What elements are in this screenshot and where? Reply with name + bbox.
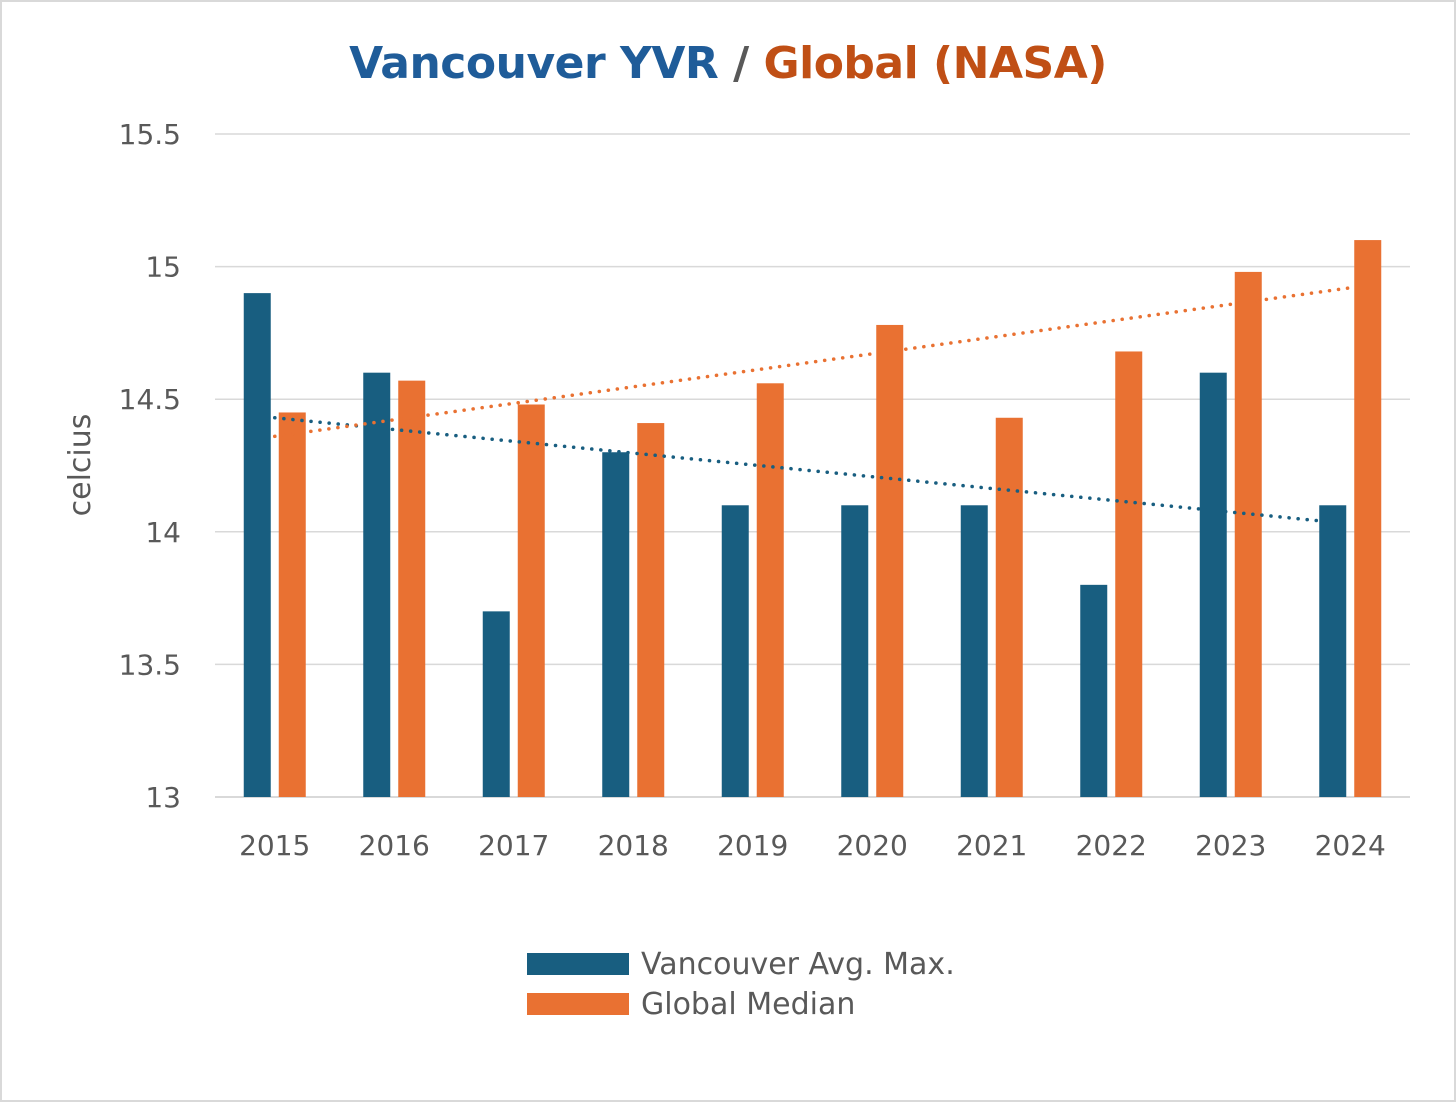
legend-swatch-global (527, 993, 629, 1015)
x-tick-label: 2017 (478, 829, 549, 862)
chart-title-vancouver: Vancouver YVR (349, 38, 719, 89)
x-tick-label: 2021 (956, 829, 1027, 862)
gridlines (215, 133, 1410, 798)
chart-title-global: Global (NASA) (763, 38, 1108, 89)
y-tick-label: 13.5 (119, 648, 181, 681)
axes: 13 13.5 14 14.5 15 15.5 2015 2016 2017 2018 2019 20… (119, 118, 1386, 862)
bar-vancouver-2021 (960, 505, 988, 797)
bar-global-2017 (517, 404, 545, 797)
legend-swatch-vancouver (527, 953, 629, 975)
y-tick-label: 14.5 (119, 383, 181, 416)
x-tick-label: 2023 (1195, 829, 1266, 862)
legend-label-vancouver: Vancouver Avg. Max. (641, 946, 955, 982)
legend-item-vancouver: Vancouver Avg. Max. (527, 944, 955, 984)
bar-global-2018 (637, 423, 665, 797)
y-tick-label: 15.5 (119, 118, 181, 151)
bar-global-2022 (1115, 351, 1143, 797)
bar-vancouver-2017 (482, 611, 510, 797)
bar-vancouver-2015 (243, 293, 271, 797)
legend: Vancouver Avg. Max. Global Median (527, 944, 955, 1024)
bar-vancouver-2018 (602, 452, 630, 797)
legend-label-global: Global Median (641, 986, 856, 1022)
bar-global-2015 (278, 412, 306, 797)
bar-global-2019 (756, 383, 784, 797)
chart-title: Vancouver YVR / Global (NASA) (0, 38, 1456, 89)
x-tick-label: 2020 (837, 829, 908, 862)
x-tick-label: 2016 (359, 829, 430, 862)
trendline-global (273, 286, 1352, 439)
x-tick-label: 2022 (1076, 829, 1147, 862)
bar-global-2023 (1234, 271, 1262, 797)
y-axis-label: celcius (63, 414, 98, 517)
y-tick-label: 15 (145, 251, 181, 284)
y-tick-label: 14 (145, 516, 181, 549)
x-tick-label: 2018 (598, 829, 669, 862)
bar-global-2020 (876, 324, 904, 797)
bar-vancouver-2019 (721, 505, 749, 797)
x-tick-label: 2019 (717, 829, 788, 862)
bar-global-2021 (995, 417, 1023, 797)
bar-vancouver-2023 (1199, 372, 1227, 797)
bar-vancouver-2024 (1319, 505, 1347, 797)
trendline-vancouver (273, 416, 1352, 526)
chart-title-separator: / (718, 38, 764, 89)
x-tick-label: 2015 (239, 829, 310, 862)
bar-global-2024 (1354, 240, 1382, 797)
trendlines (273, 286, 1352, 526)
x-tick-label: 2024 (1315, 829, 1386, 862)
bars (243, 240, 1382, 797)
y-tick-label: 13 (145, 781, 181, 814)
bar-vancouver-2016 (363, 372, 391, 797)
bar-global-2016 (398, 380, 426, 797)
legend-item-global: Global Median (527, 984, 955, 1024)
bar-vancouver-2020 (841, 505, 869, 797)
bar-vancouver-2022 (1080, 584, 1108, 797)
